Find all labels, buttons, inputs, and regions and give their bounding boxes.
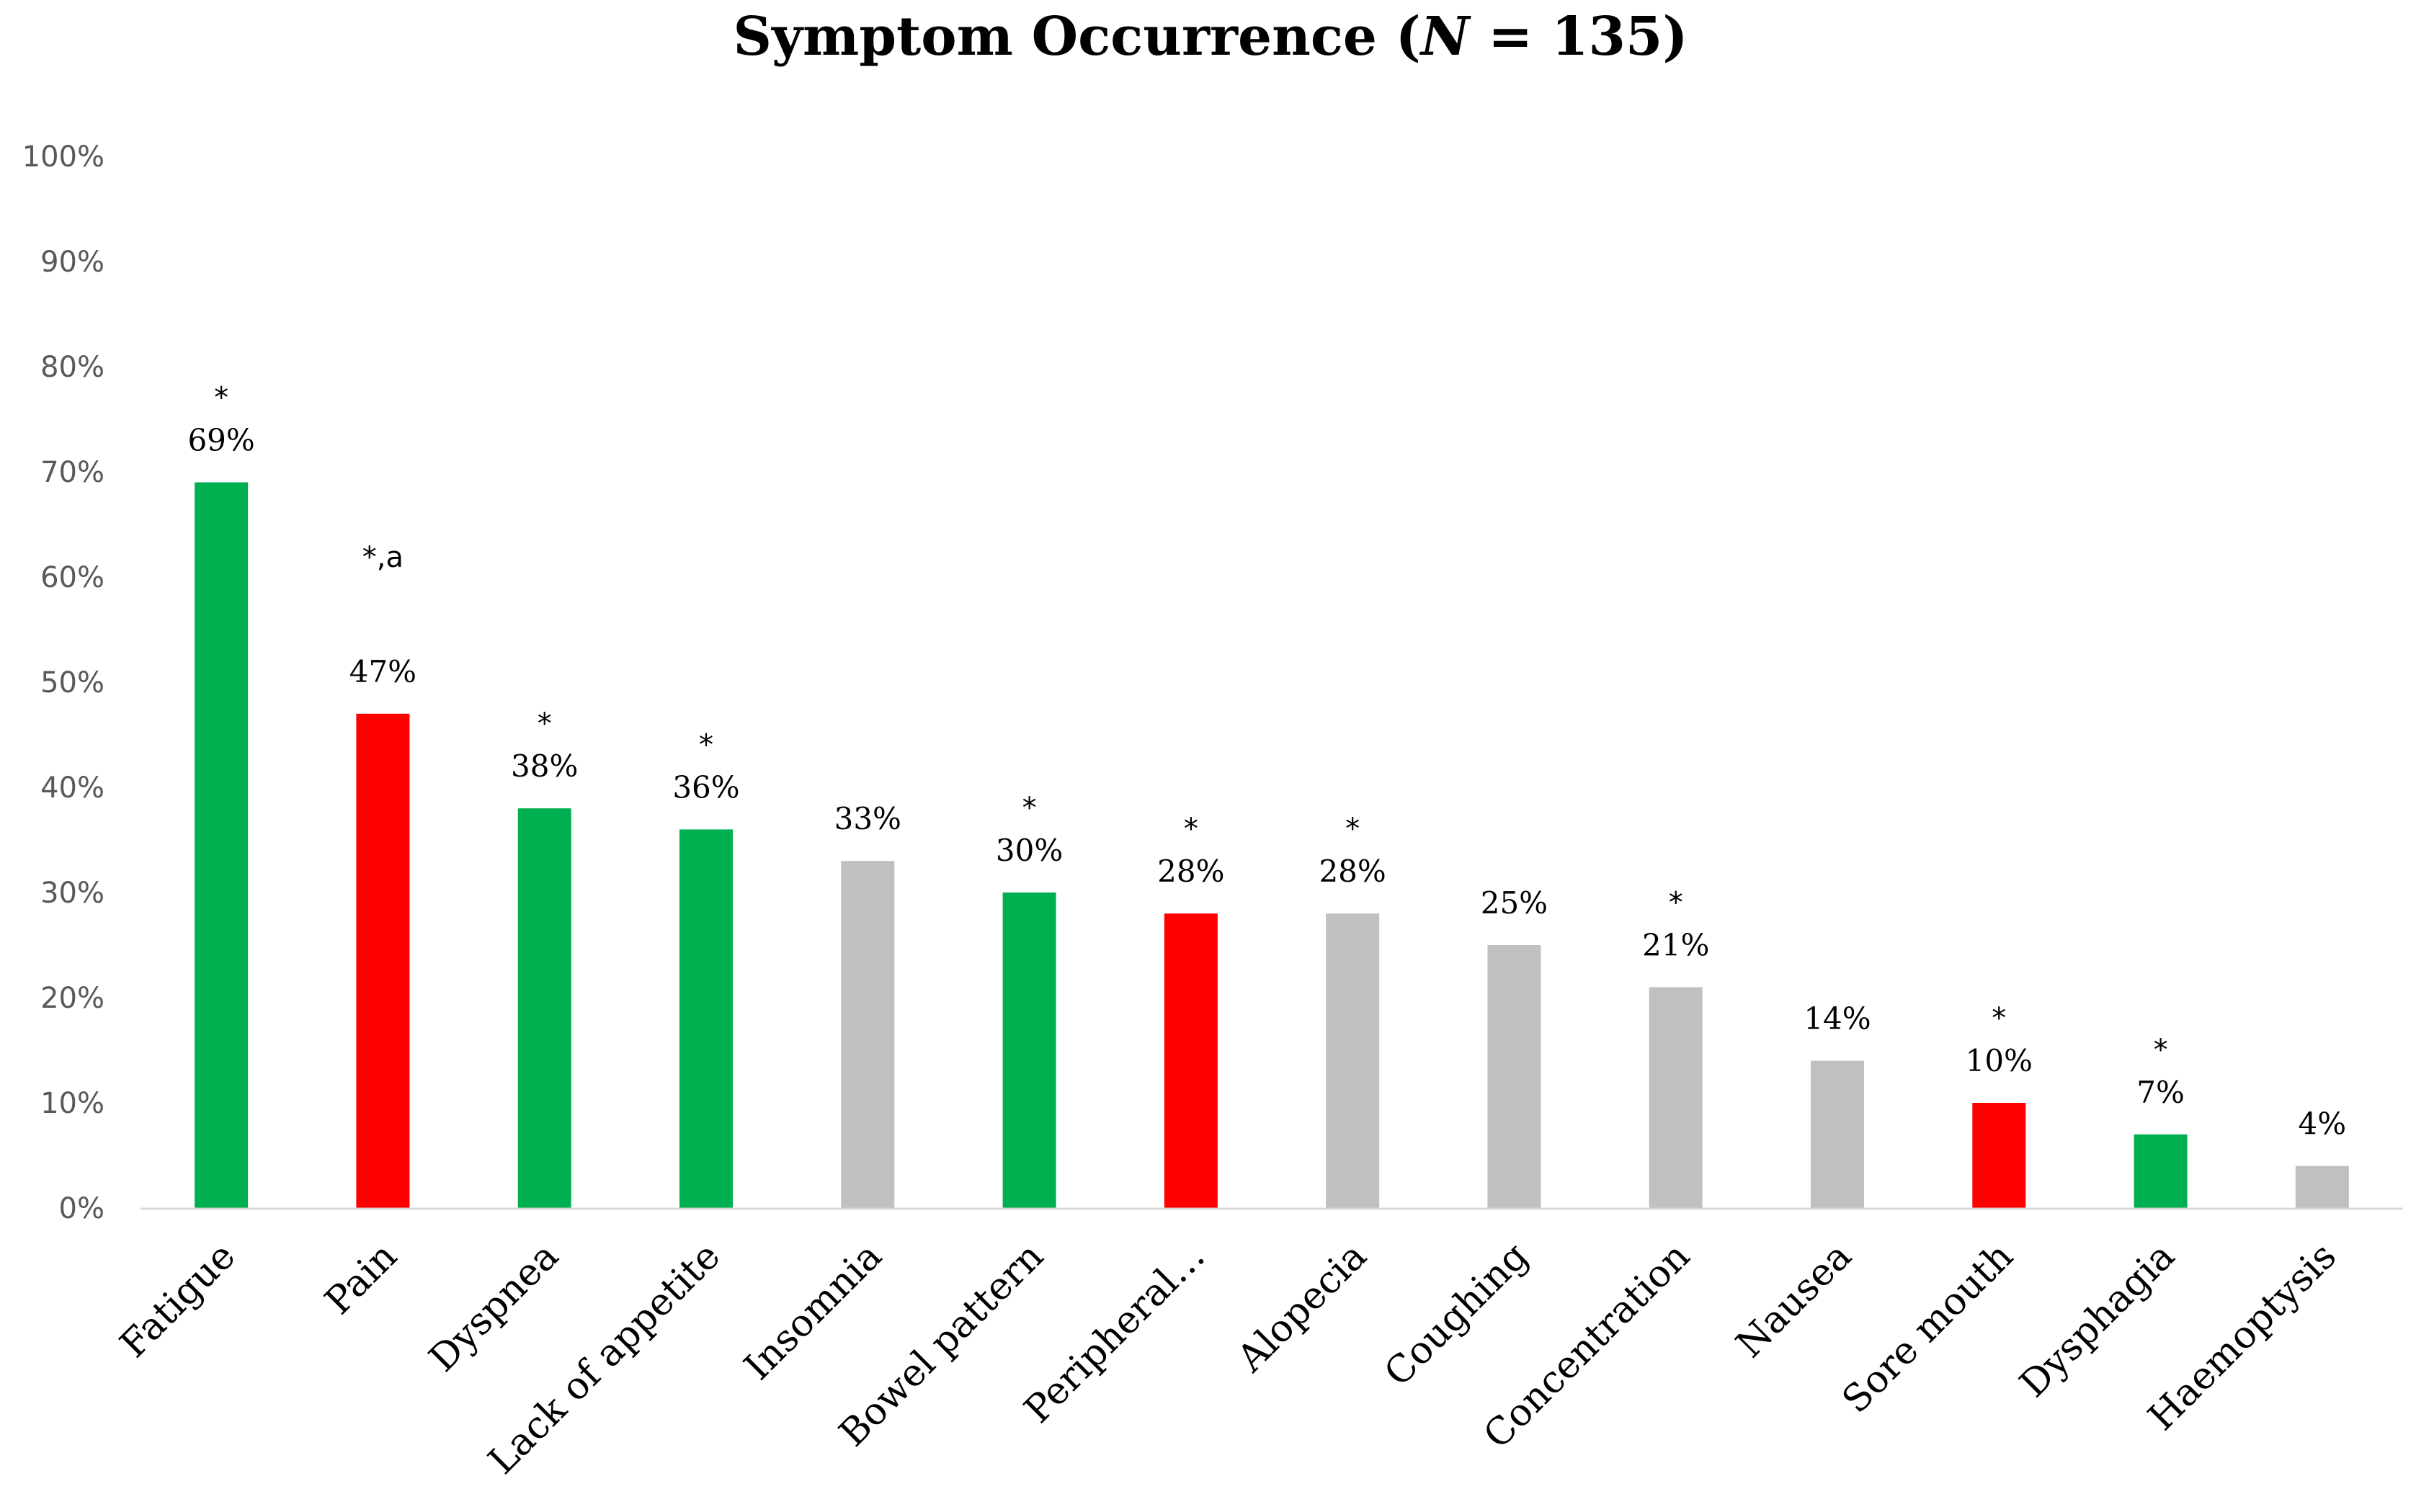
value-label: 10% [1966, 1043, 2033, 1078]
significance-marker: *,a [362, 541, 404, 574]
significance-marker: * [1022, 792, 1037, 825]
y-tick-label: 80% [40, 351, 104, 384]
category-label: Coughing [1376, 1235, 1537, 1395]
bar-peripheral [1164, 913, 1218, 1208]
value-label: 4% [2299, 1106, 2347, 1142]
significance-marker: * [699, 728, 713, 761]
value-label: 36% [672, 769, 739, 805]
bar-fatigue [195, 482, 249, 1208]
significance-marker: * [1345, 813, 1360, 846]
value-label: 33% [834, 801, 901, 836]
category-label: Alopecia [1229, 1235, 1375, 1381]
significance-marker: * [538, 707, 552, 741]
value-label: 14% [1804, 1001, 1871, 1037]
significance-marker: * [1184, 813, 1198, 846]
y-tick-label: 70% [40, 456, 104, 489]
significance-marker: * [1669, 886, 1683, 919]
category-label: Nausea [1728, 1235, 1860, 1366]
bar-lack-of-appetite [679, 829, 733, 1208]
value-label: 28% [1157, 854, 1224, 889]
bar-alopecia [1326, 913, 1380, 1208]
value-label: 69% [187, 423, 254, 458]
value-label: 7% [2136, 1075, 2185, 1110]
category-label: Pain [317, 1235, 406, 1323]
significance-marker: * [2154, 1034, 2168, 1067]
y-tick-label: 0% [59, 1192, 104, 1225]
bar-dysphagia [2134, 1134, 2188, 1208]
bar-concentration [1649, 987, 1703, 1208]
bars [195, 482, 2349, 1208]
y-tick-label: 10% [40, 1087, 104, 1120]
bar-pain [356, 713, 410, 1208]
bar-bowel-pattern [1002, 893, 1056, 1208]
y-tick-label: 60% [40, 561, 104, 594]
significance-annotations: * *,a * * * * * * * * [214, 382, 2167, 1067]
y-tick-label: 20% [40, 982, 104, 1015]
bar-dyspnea [517, 808, 571, 1208]
chart-title: Symptom Occurrence (N = 135) [734, 6, 1688, 68]
bar-coughing [1487, 945, 1541, 1208]
category-label: Dysphagia [2012, 1235, 2183, 1406]
bar-nausea [1811, 1060, 1864, 1208]
value-label: 30% [996, 833, 1063, 868]
y-tick-label: 50% [40, 666, 104, 699]
value-label: 38% [511, 748, 578, 784]
significance-marker: * [1992, 1002, 2006, 1035]
significance-marker: * [214, 382, 228, 415]
category-label: Insomnia [736, 1235, 891, 1389]
y-tick-label: 100% [22, 140, 104, 174]
y-tick-label: 30% [40, 877, 104, 910]
value-label: 28% [1319, 854, 1386, 889]
value-labels: 69% 47% 38% 36% 33% 30% 28% 28% 25% 21% 14% 10% 7% 4% [187, 423, 2346, 1142]
category-label: Sore mouth [1835, 1235, 2022, 1422]
value-label: 21% [1642, 927, 1709, 962]
value-label: 47% [349, 654, 416, 689]
value-label: 25% [1481, 885, 1548, 921]
y-axis: 0% 10% 20% 30% 40% 50% 60% 70% 80% 90% 100% [22, 140, 104, 1225]
y-tick-label: 90% [40, 246, 104, 279]
bar-sore-mouth [1972, 1103, 2026, 1208]
y-tick-label: 40% [40, 771, 104, 805]
category-label: Fatigue [112, 1235, 244, 1366]
bar-insomnia [841, 861, 895, 1208]
category-label: Dyspnea [421, 1235, 566, 1380]
bar-haemoptysis [2295, 1166, 2349, 1208]
